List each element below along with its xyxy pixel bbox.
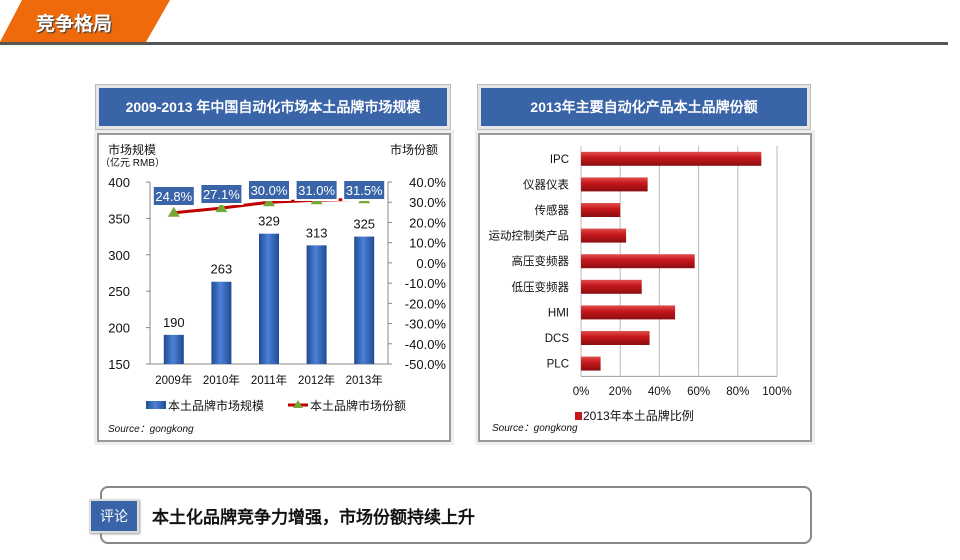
category-label: 高压变频器 (512, 254, 570, 268)
share-label-box (199, 183, 244, 205)
right-tick-label: 40.0% (409, 175, 446, 190)
source-note: Source：gongkong (492, 423, 578, 434)
right-tick-label: 20.0% (409, 215, 446, 230)
right-tick-label: 0.0% (416, 256, 446, 271)
bar-value-label: 325 (353, 217, 375, 232)
category-label: PLC (547, 359, 569, 371)
legend-swatch (575, 412, 582, 420)
bar-brand-share (581, 177, 648, 192)
right-tick-label: -20.0% (405, 296, 447, 311)
bar-brand-share (581, 254, 695, 269)
category-label: 传感器 (535, 203, 570, 217)
right-tick-label: -40.0% (405, 337, 447, 352)
category-label: 仪器仪表 (523, 177, 569, 191)
bar-value-label: 329 (258, 214, 280, 229)
source-note: Source：gongkong (108, 424, 194, 435)
bar-value-label: 313 (306, 225, 328, 240)
header-divider (0, 42, 948, 45)
bar-market-size (354, 236, 375, 364)
x-tick-label: 0% (573, 386, 590, 398)
share-label-box (294, 179, 339, 201)
bar-brand-share (581, 331, 650, 345)
bar-brand-share (581, 356, 601, 371)
bar-market-size (163, 334, 184, 364)
bar-market-size (306, 245, 327, 364)
right-axis-title: 市场份额 (390, 142, 438, 157)
bar-value-label: 263 (211, 262, 233, 277)
right-tick-label: -30.0% (405, 317, 447, 332)
category-label: 2010年 (203, 373, 240, 387)
x-tick-label: 40% (648, 386, 671, 398)
share-label: 30.0% (251, 183, 288, 198)
comment-badge: 评论 (89, 499, 139, 533)
bar-brand-share (581, 151, 762, 166)
share-label: 31.0% (298, 183, 335, 198)
category-label: HMI (548, 307, 569, 319)
category-label: IPC (550, 154, 569, 166)
legend-label: 2013年本土品牌比例 (583, 409, 694, 423)
left-tick-label: 200 (108, 321, 130, 336)
share-marker (167, 206, 180, 217)
right-tick-label: 10.0% (409, 236, 446, 251)
left-tick-label: 250 (108, 284, 130, 299)
category-label: 2011年 (251, 373, 287, 387)
share-label: 27.1% (203, 187, 240, 202)
left-tick-label: 150 (108, 357, 130, 372)
left-axis-title: 市场规模 (108, 142, 156, 157)
share-marker (263, 196, 275, 207)
bar-brand-share (581, 228, 627, 243)
bar-value-label: 190 (163, 315, 185, 330)
category-label: 2012年 (298, 373, 335, 387)
x-tick-label: 20% (609, 386, 632, 398)
category-label: 2009年 (155, 373, 192, 387)
x-tick-label: 100% (762, 386, 791, 398)
bar-market-size (259, 233, 279, 364)
right-tick-label: -50.0% (405, 357, 447, 372)
x-tick-label: 60% (687, 386, 710, 398)
right-tick-label: -10.0% (405, 276, 447, 291)
share-label-box (342, 179, 387, 201)
left-axis-unit: （亿元 RMB） (100, 156, 165, 169)
section-title: 竞争格局 (36, 13, 113, 35)
left-tick-label: 350 (108, 211, 130, 226)
x-tick-label: 80% (726, 386, 749, 398)
category-label: 运动控制类产品 (489, 229, 570, 243)
legend-bar-label: 本土品牌市场规模 (168, 398, 264, 413)
bar-brand-share (581, 279, 642, 294)
left-tick-label: 300 (108, 248, 130, 263)
right-tick-label: 30.0% (409, 195, 446, 210)
share-label: 31.5% (346, 183, 383, 198)
section-header-tab (0, 0, 170, 42)
category-label: DCS (545, 333, 570, 345)
category-label: 2013年 (346, 373, 383, 387)
bar-market-size (211, 281, 232, 364)
legend-line-marker (293, 400, 303, 408)
legend-line-label: 本土品牌市场份额 (310, 398, 406, 413)
share-label-box (151, 185, 196, 207)
comment-text: 本土化品牌竞争力增强，市场份额持续上升 (152, 508, 475, 528)
left-chart-title: 2009-2013 年中国自动化市场本土品牌市场规模 (96, 85, 450, 129)
share-label-box (247, 179, 291, 201)
legend-bar-swatch (146, 401, 166, 409)
right-chart-title: 2013年主要自动化产品本土品牌份额 (478, 85, 810, 129)
share-label: 24.8% (155, 189, 192, 204)
left-tick-label: 400 (108, 175, 130, 190)
bar-brand-share (581, 203, 621, 217)
share-marker (215, 202, 228, 213)
bar-brand-share (581, 305, 676, 320)
category-label: 低压变频器 (512, 280, 570, 294)
